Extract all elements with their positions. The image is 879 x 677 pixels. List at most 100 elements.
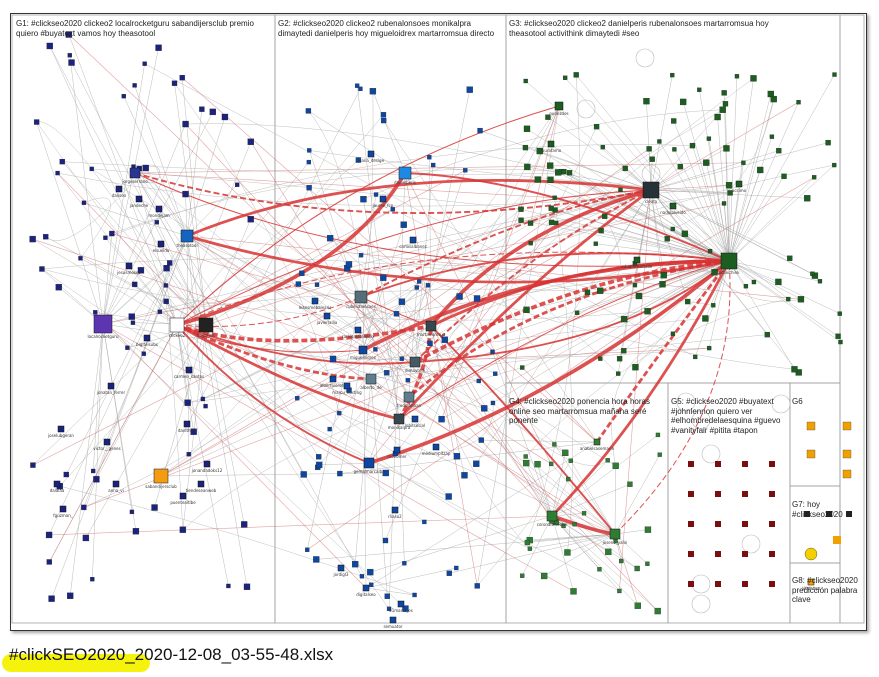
node [528, 240, 533, 246]
node [179, 75, 185, 81]
node [82, 534, 90, 542]
node [670, 331, 676, 336]
edge [362, 224, 404, 351]
node [473, 295, 481, 302]
edge [728, 260, 795, 370]
edge-heavy [414, 189, 652, 363]
edge [134, 85, 188, 237]
node-label: activithink [719, 270, 741, 275]
edge [176, 324, 425, 523]
edge [205, 324, 245, 525]
node [381, 117, 387, 124]
edge [551, 515, 600, 570]
node [416, 279, 422, 284]
node-label: gemalmarcalba [353, 469, 385, 474]
node [523, 125, 531, 132]
node [155, 44, 162, 51]
edge-heavy [595, 260, 731, 443]
node [632, 282, 638, 288]
node [570, 588, 577, 595]
node [555, 169, 562, 176]
edge [370, 515, 553, 573]
edge [551, 222, 730, 262]
edge [69, 323, 104, 596]
edge-heavy [414, 259, 730, 364]
edge [319, 462, 370, 466]
graph-frame: localrocketguru theasotool sabandijersclub… [10, 13, 867, 631]
edge [481, 439, 598, 443]
node-dalalaa: dalalaa [50, 480, 65, 493]
node [703, 159, 710, 166]
node-lobitsocial: lobitsocial [405, 415, 425, 428]
edge [596, 126, 652, 191]
node-label: danlthvis [178, 428, 196, 433]
node [43, 234, 49, 240]
node [295, 396, 300, 401]
node [552, 195, 557, 200]
nodes: localrocketguru theasotool sabandijersclub… [29, 31, 852, 629]
node-clickeo2: clickeo2 [169, 317, 186, 338]
node [326, 235, 334, 242]
node-dailseo: dailseo [112, 185, 127, 198]
edge [66, 235, 188, 475]
node [685, 298, 691, 305]
edge-heavy [176, 172, 407, 327]
file-caption: #clickSEO2020_2020-12-08_03-55-48.xlsx [9, 645, 334, 664]
edge [672, 228, 801, 302]
node [59, 158, 65, 165]
group-label-g7: G7: hoy #clickseo2020 [792, 500, 843, 519]
node [804, 195, 811, 202]
node [574, 310, 580, 315]
node [151, 504, 158, 511]
node [645, 561, 650, 566]
group-label-g8: G8: #clickseo2020 predicción palabra cla… [792, 576, 858, 604]
node [390, 207, 395, 212]
node-cleota: cleota [642, 181, 660, 204]
node [741, 160, 746, 165]
node-label: joana_design [357, 158, 385, 163]
edge [398, 177, 815, 420]
node-label: jonatan_ferrer [96, 390, 126, 395]
node [562, 75, 568, 80]
edge [202, 209, 522, 400]
node [612, 462, 619, 469]
edge [429, 157, 432, 327]
edge [49, 515, 553, 536]
node [838, 339, 843, 345]
edge [202, 164, 835, 400]
edge [32, 238, 178, 326]
edge [57, 172, 207, 326]
edge-heavy [404, 172, 730, 262]
node [781, 173, 787, 179]
edge [570, 460, 616, 535]
node-label: mondejam [148, 213, 169, 218]
node [295, 281, 302, 287]
node [329, 355, 337, 363]
node [714, 113, 721, 121]
edge [134, 162, 744, 174]
edge [706, 162, 730, 262]
edge [176, 324, 194, 432]
edge [176, 141, 252, 326]
node-label: rliaso2 [388, 514, 402, 519]
group-label-g2: G2: #clickseo2020 clickeo2 rubenalonsoes… [278, 19, 495, 38]
edge [430, 325, 553, 522]
node [358, 253, 364, 258]
edge [32, 324, 178, 466]
edge [176, 324, 229, 587]
edge [95, 312, 367, 589]
node [622, 165, 628, 172]
node [478, 437, 484, 443]
edge [134, 172, 555, 199]
node-label: cleota [645, 199, 658, 204]
edge [83, 260, 730, 508]
node [616, 371, 621, 376]
edge [32, 296, 362, 466]
node-rliaso2: rliaso2 [388, 506, 402, 519]
node [405, 378, 411, 383]
node-label: mediumpitzap [422, 451, 451, 456]
edge [205, 219, 251, 326]
node [518, 217, 524, 223]
node [477, 127, 483, 134]
node [677, 164, 683, 170]
